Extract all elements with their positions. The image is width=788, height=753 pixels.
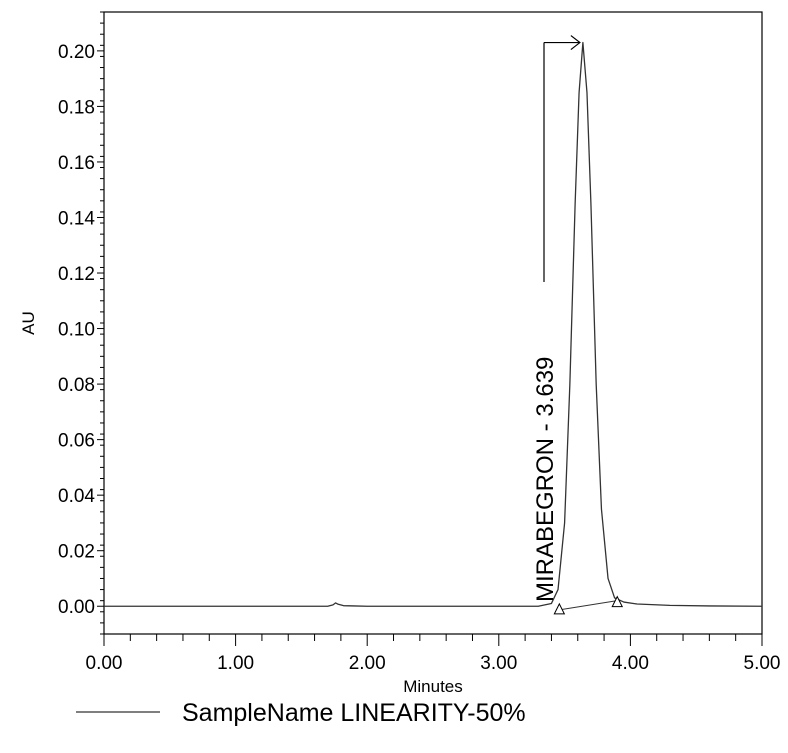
x-tick-label: 5.00 bbox=[744, 653, 781, 674]
peak-label: MIRABEGRON - 3.639 bbox=[532, 357, 559, 602]
x-tick-label: 3.00 bbox=[480, 653, 517, 674]
y-tick-label: 0.16 bbox=[58, 153, 95, 174]
series-line-0 bbox=[104, 41, 763, 607]
y-tick-label: 0.12 bbox=[58, 264, 95, 285]
annotation-arrowhead bbox=[570, 35, 581, 51]
integration-baseline bbox=[559, 600, 618, 611]
legend-entry: SampleName LINEARITY-50% bbox=[182, 699, 526, 727]
integration-marker bbox=[553, 602, 566, 615]
plot-frame bbox=[103, 11, 763, 635]
y-tick-label: 0.20 bbox=[58, 42, 95, 63]
x-axis-title: Minutes bbox=[403, 677, 463, 696]
y-tick-label: 0.06 bbox=[58, 431, 95, 452]
x-tick-label: 2.00 bbox=[349, 653, 386, 674]
y-tick-label: 0.14 bbox=[58, 208, 95, 229]
x-tick-label: 0.00 bbox=[86, 653, 123, 674]
y-tick-label: 0.02 bbox=[58, 542, 95, 563]
y-tick-label: 0.18 bbox=[58, 97, 95, 118]
y-tick-label: 0.04 bbox=[58, 486, 95, 507]
x-tick-label: 1.00 bbox=[217, 653, 254, 674]
y-axis-title: AU bbox=[19, 311, 38, 335]
y-tick-label: 0.00 bbox=[58, 597, 95, 618]
y-tick-label: 0.10 bbox=[58, 320, 95, 341]
x-tick-label: 4.00 bbox=[612, 653, 649, 674]
integration-marker bbox=[611, 595, 624, 608]
y-tick-label: 0.08 bbox=[58, 375, 95, 396]
